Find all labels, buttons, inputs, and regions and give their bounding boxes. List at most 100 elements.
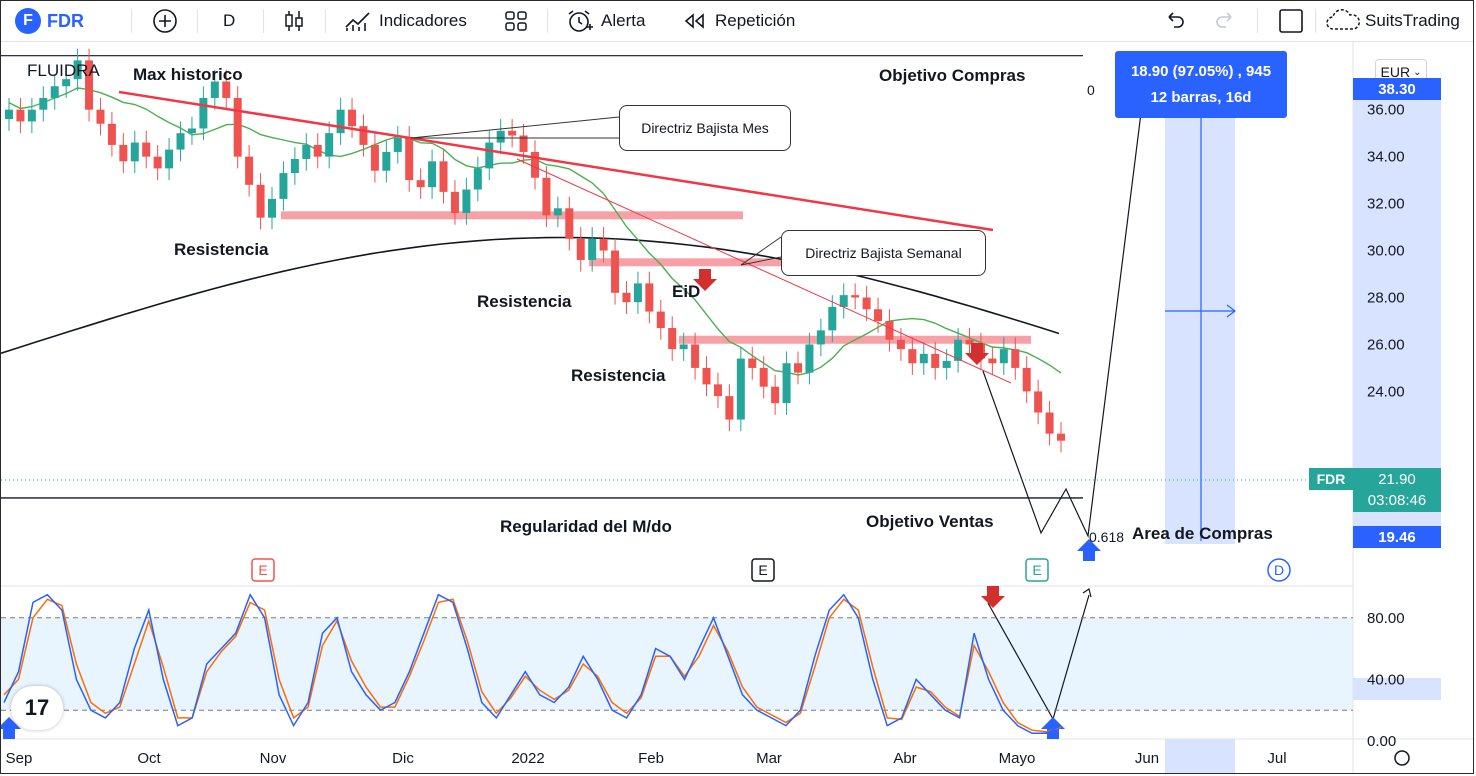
candle-body bbox=[988, 358, 997, 364]
measure-range-highlight bbox=[1165, 51, 1235, 544]
candle-body bbox=[176, 133, 185, 150]
candle-body bbox=[16, 109, 25, 122]
ma-slow-line bbox=[1, 236, 1060, 354]
interval-button[interactable]: D bbox=[223, 7, 235, 35]
annotation-resistencia-3: Resistencia bbox=[571, 366, 666, 385]
candle-body bbox=[691, 344, 700, 368]
candle-body bbox=[302, 144, 311, 159]
candle-body bbox=[416, 180, 425, 188]
event-earnings-icon[interactable] bbox=[751, 558, 775, 582]
candle-body bbox=[702, 367, 711, 385]
candle-body bbox=[999, 349, 1008, 364]
candle-body bbox=[531, 151, 539, 178]
symbol-logo: F bbox=[15, 8, 41, 34]
candle-body bbox=[199, 97, 208, 129]
candle-body bbox=[359, 126, 368, 145]
last-price-badge: 21.90 03:08:46 bbox=[1353, 468, 1441, 512]
chart-title: FLUIDRA bbox=[27, 61, 100, 80]
symbol-name: FDR bbox=[47, 10, 84, 31]
buy-arrow-price bbox=[1077, 539, 1101, 561]
chevron-down-icon: ⌄ bbox=[1413, 66, 1422, 78]
indicators-button[interactable]: Indicadores bbox=[343, 7, 467, 35]
time-tick-label: Oct bbox=[137, 750, 161, 767]
stoch-k-line bbox=[3, 593, 1062, 735]
candle-body bbox=[130, 142, 139, 162]
callout-directriz-semanal-text: Directriz Bajista Semanal bbox=[805, 245, 962, 261]
price-badge-bottom: 19.46 bbox=[1353, 526, 1441, 548]
toolbar-divider bbox=[1315, 9, 1316, 33]
candle-body bbox=[508, 130, 517, 136]
plus-circle-icon bbox=[153, 9, 177, 33]
fullscreen-button[interactable] bbox=[1277, 7, 1305, 35]
annotation-resistencia-1: Resistencia bbox=[174, 240, 269, 259]
candle-body bbox=[713, 384, 722, 397]
redo-icon bbox=[1216, 12, 1232, 28]
alert-button[interactable]: Alerta bbox=[565, 7, 645, 35]
annotation-area-compras: Area de Compras bbox=[1132, 524, 1273, 543]
candle-body bbox=[119, 144, 128, 162]
callout-directriz-mes-text: Directriz Bajista Mes bbox=[641, 120, 769, 136]
event-label: E bbox=[1032, 562, 1041, 578]
candle-body bbox=[851, 295, 860, 298]
time-tick-label: Feb bbox=[638, 750, 664, 767]
symbol-search[interactable]: F FDR bbox=[15, 7, 84, 35]
time-tick-label: 2022 bbox=[511, 750, 544, 767]
candle-body bbox=[896, 339, 905, 350]
chart-type-button[interactable] bbox=[281, 7, 307, 35]
event-earnings-icon[interactable] bbox=[1025, 558, 1049, 582]
currency-button[interactable]: EUR ⌄ bbox=[1375, 59, 1427, 85]
event-dividend-icon[interactable] bbox=[1267, 558, 1291, 582]
time-tick-label: Abr bbox=[893, 750, 916, 767]
save-layout-button[interactable]: SuitsTrading bbox=[1325, 7, 1460, 35]
settings-gear-icon[interactable] bbox=[1394, 750, 1410, 766]
undo-button[interactable] bbox=[1161, 7, 1189, 35]
templates-icon bbox=[505, 11, 527, 31]
projection-path bbox=[982, 112, 1142, 539]
candle-body bbox=[325, 133, 334, 157]
measure-arrow bbox=[1165, 304, 1236, 318]
redo-button[interactable] bbox=[1211, 7, 1239, 35]
candle-body bbox=[210, 81, 219, 98]
tradingview-logo-icon[interactable]: 17 bbox=[11, 686, 63, 730]
candle-body bbox=[393, 137, 402, 152]
compare-button[interactable] bbox=[151, 7, 179, 35]
candle-body bbox=[839, 295, 848, 307]
chart-canvas[interactable]: FLUIDRA Max historico Objetivo Compras 0 Res… bbox=[1, 42, 1474, 774]
candle-body bbox=[519, 135, 528, 152]
toolbar-divider bbox=[197, 9, 198, 33]
replay-button[interactable]: Repetición bbox=[681, 7, 795, 35]
fib-label-0: 0 bbox=[1087, 82, 1095, 98]
candle-body bbox=[805, 344, 814, 373]
osc-tick-label: 80.00 bbox=[1367, 610, 1405, 627]
annotation-regularidad: Regularidad del M/do bbox=[500, 517, 672, 536]
event-label: D bbox=[1274, 562, 1284, 578]
measure-line1: 18.90 (97.05%) , 945 bbox=[1130, 62, 1272, 80]
candle-body bbox=[313, 144, 322, 157]
candle-body bbox=[679, 344, 688, 350]
candle-body bbox=[39, 97, 48, 110]
callout-directriz-semanal: Directriz Bajista Semanal bbox=[781, 230, 986, 276]
chart-area[interactable]: FLUIDRA Max historico Objetivo Compras 0 Res… bbox=[1, 42, 1474, 774]
candle-body bbox=[142, 142, 151, 157]
candle-body bbox=[50, 86, 59, 98]
candle-body bbox=[748, 358, 757, 368]
candle-body bbox=[759, 367, 768, 387]
candle-body bbox=[885, 320, 894, 340]
osc-tick-label: 40.00 bbox=[1367, 671, 1405, 688]
price-tick-label: 28.00 bbox=[1367, 290, 1405, 307]
candle-body bbox=[27, 109, 36, 122]
candle-body bbox=[862, 297, 871, 310]
candle-body bbox=[771, 386, 780, 404]
candle-body bbox=[245, 156, 254, 185]
event-earnings-icon[interactable] bbox=[251, 558, 275, 582]
price-tick-label: 26.00 bbox=[1367, 336, 1405, 353]
time-tick-label: Mayo bbox=[999, 750, 1036, 767]
candle-body bbox=[62, 79, 71, 87]
templates-button[interactable] bbox=[503, 7, 529, 35]
candle-body bbox=[73, 60, 82, 80]
candle-body bbox=[622, 292, 631, 303]
candle-body bbox=[553, 208, 562, 216]
undo-icon bbox=[1168, 12, 1184, 28]
candle-body bbox=[462, 189, 471, 213]
candle-body bbox=[96, 109, 105, 124]
